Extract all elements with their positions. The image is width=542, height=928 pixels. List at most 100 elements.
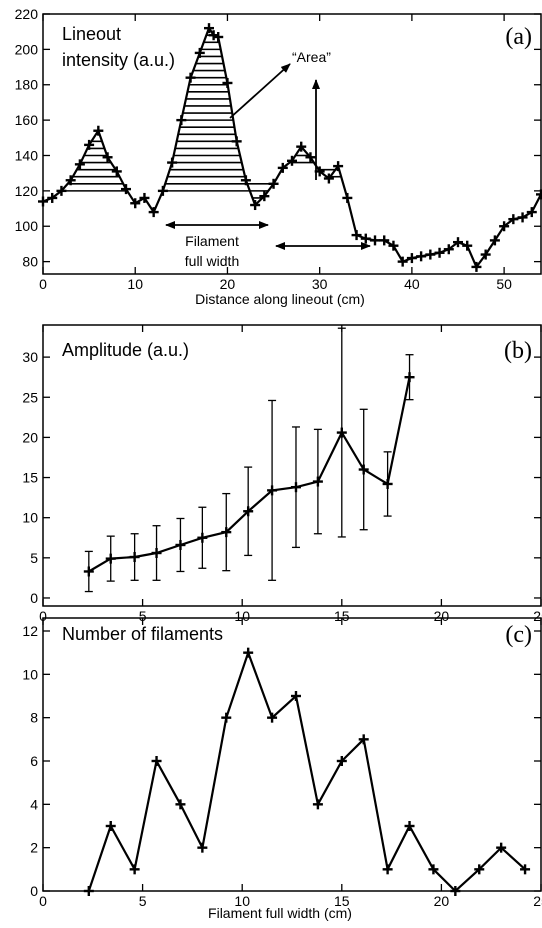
data-point-marker: [313, 799, 323, 809]
data-point-marker: [38, 196, 48, 206]
panel-a-title-line1: Lineout: [62, 24, 121, 44]
y-tick-label-b: 20: [22, 429, 38, 445]
panel-c-series-line: [89, 653, 525, 891]
data-point-marker: [175, 540, 185, 550]
y-tick-label-b: 0: [30, 590, 38, 606]
panel-b-markers: [84, 372, 415, 576]
data-point-marker: [152, 756, 162, 766]
data-point-marker: [370, 235, 380, 245]
data-point-marker: [405, 372, 415, 382]
y-tick-label-a: 140: [15, 147, 39, 163]
data-point-marker: [152, 548, 162, 558]
panel-a-x-axis-title: Distance along lineout (cm): [195, 291, 365, 307]
y-tick-label-c: 6: [30, 753, 38, 769]
data-point-marker: [176, 115, 186, 125]
panel-c-frame: [43, 618, 541, 891]
data-point-marker: [158, 186, 168, 196]
data-point-marker: [167, 158, 177, 168]
width-annotation-line1: Filament: [185, 233, 239, 249]
data-point-marker: [407, 253, 417, 263]
x-tick-label-a: 50: [496, 276, 512, 292]
data-point-marker: [221, 713, 231, 723]
panel-c-x-axis-title: Filament full width (cm): [208, 905, 352, 921]
panel-c-tick-labels: 0510152025024681012: [22, 623, 542, 909]
data-point-marker: [222, 78, 232, 88]
panel-a-lineout: 0 10 20 30 40 50 80 100 120 140 160 180 200 220 Lineo…: [15, 6, 542, 307]
data-point-marker: [175, 799, 185, 809]
data-point-marker: [379, 235, 389, 245]
panel-a-label: (a): [505, 24, 532, 50]
data-point-marker: [130, 552, 140, 562]
y-tick-label-b: 30: [22, 349, 38, 365]
panel-c-filament-count: 0510152025024681012 Number of filaments …: [22, 618, 542, 921]
data-point-marker: [106, 554, 116, 564]
data-point-marker: [106, 821, 116, 831]
y-tick-label-c: 10: [22, 666, 38, 682]
data-point-marker: [186, 73, 196, 83]
data-point-marker: [527, 207, 537, 217]
panel-c-ticks: [43, 618, 541, 891]
data-point-marker: [197, 843, 207, 853]
data-point-marker: [342, 193, 352, 203]
data-point-marker: [130, 864, 140, 874]
data-point-marker: [383, 864, 393, 874]
x-tick-label-a: 40: [404, 276, 420, 292]
y-tick-label-c: 12: [22, 623, 38, 639]
panel-b-label: (b): [504, 338, 532, 364]
y-tick-label-a: 160: [15, 112, 39, 128]
data-point-marker: [416, 251, 426, 261]
data-point-marker: [462, 241, 472, 251]
area-arrow-diagonal: [230, 64, 290, 118]
x-tick-label-c: 0: [39, 893, 47, 909]
data-point-marker: [84, 566, 94, 576]
data-point-marker: [518, 212, 528, 222]
y-tick-label-a: 220: [15, 6, 39, 22]
y-tick-label-a: 120: [15, 183, 39, 199]
panel-c-markers: [84, 648, 530, 896]
panel-b-frame: [43, 325, 541, 606]
data-point-marker: [84, 886, 94, 896]
y-tick-label-c: 2: [30, 840, 38, 856]
y-tick-label-c: 4: [30, 796, 38, 812]
panel-b-series-line: [89, 377, 410, 571]
data-point-marker: [291, 482, 301, 492]
y-tick-label-c: 8: [30, 710, 38, 726]
x-tick-label-a: 10: [127, 276, 143, 292]
x-tick-label-a: 30: [312, 276, 328, 292]
data-point-marker: [398, 257, 408, 267]
panel-b-amplitude: 0510152025051015202530 Amplitude (a.u.) …: [22, 325, 542, 624]
data-point-marker: [383, 479, 393, 489]
data-point-marker: [388, 241, 398, 251]
y-tick-label-b: 10: [22, 510, 38, 526]
y-tick-label-b: 25: [22, 389, 38, 405]
y-tick-label-b: 15: [22, 470, 38, 486]
x-tick-label-c: 20: [434, 893, 450, 909]
data-point-marker: [435, 248, 445, 258]
data-point-marker: [337, 428, 347, 438]
y-tick-label-c: 0: [30, 883, 38, 899]
data-point-marker: [197, 533, 207, 543]
panel-c-title: Number of filaments: [62, 624, 223, 644]
width-annotation-line2: full width: [185, 253, 239, 269]
x-tick-label-a: 0: [39, 276, 47, 292]
data-point-marker: [75, 159, 85, 169]
x-tick-label-c: 5: [139, 893, 147, 909]
x-tick-label-c: 25: [533, 893, 542, 909]
y-tick-label-a: 180: [15, 77, 39, 93]
x-tick-label-a: 20: [220, 276, 236, 292]
panel-b-ticks: [43, 325, 541, 606]
y-tick-label-a: 80: [22, 254, 38, 270]
y-tick-label-b: 5: [30, 550, 38, 566]
panel-c-label: (c): [505, 622, 532, 648]
data-point-marker: [313, 477, 323, 487]
data-point-marker: [425, 250, 435, 260]
data-point-marker: [405, 821, 415, 831]
y-tick-label-a: 200: [15, 41, 39, 57]
panel-a-title-line2: intensity (a.u.): [62, 50, 175, 70]
area-annotation: “Area”: [292, 49, 331, 65]
data-point-marker: [243, 648, 253, 658]
data-point-marker: [361, 234, 371, 244]
data-point-marker: [359, 465, 369, 475]
panel-b-title: Amplitude (a.u.): [62, 340, 189, 360]
